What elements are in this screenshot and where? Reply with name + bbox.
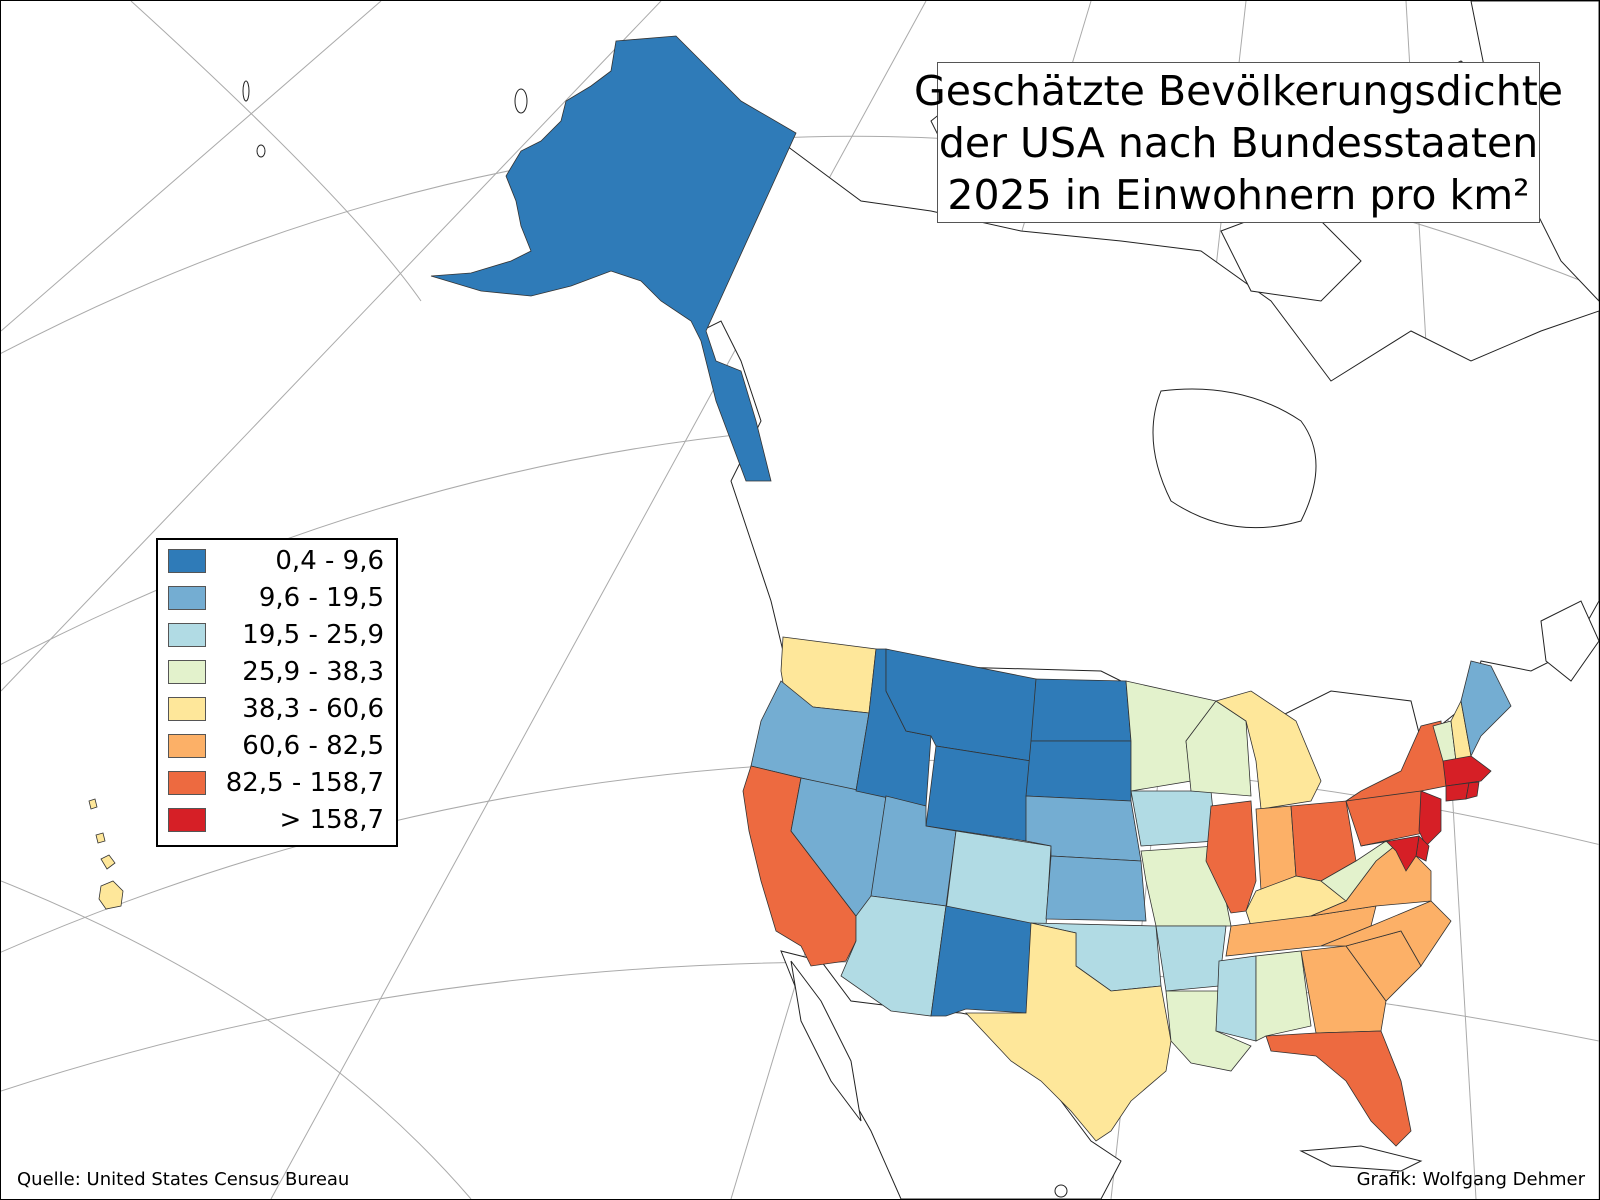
legend-label: 0,4 - 9,6 [275, 546, 384, 576]
state-kansas [1045, 855, 1147, 922]
state-new-jersey [1418, 790, 1442, 847]
legend-label: 9,6 - 19,5 [258, 583, 384, 613]
legend-row: 38,3 - 60,6 [158, 692, 396, 729]
state-alabama [1255, 950, 1312, 1042]
legend-label: 19,5 - 25,9 [242, 620, 384, 650]
credit-note: Grafik: Wolfgang Dehmer [1356, 1169, 1585, 1190]
state-texas [965, 922, 1172, 1142]
legend-swatch [168, 771, 206, 795]
state-maryland [1360, 835, 1420, 872]
legend-row: 19,5 - 25,9 [158, 618, 396, 655]
legend-swatch [168, 734, 206, 758]
legend: 0,4 - 9,6 9,6 - 19,5 19,5 - 25,9 25,9 - … [156, 538, 398, 847]
state-maine [1460, 660, 1512, 758]
map-title-box: Geschätzte Bevölkerungsdichte der USA na… [914, 62, 1563, 223]
legend-row: 60,6 - 82,5 [158, 729, 396, 766]
island-small-2 [242, 80, 250, 102]
legend-swatch [168, 660, 206, 684]
legend-row: 82,5 - 158,7 [158, 766, 396, 803]
map-title-line-2: der USA nach Bundesstaaten [938, 118, 1539, 167]
state-hawaii [88, 798, 124, 910]
state-wisconsin [1185, 700, 1252, 797]
cuba-outline [1299, 1145, 1423, 1172]
state-georgia [1300, 945, 1387, 1034]
state-rhode-island [1465, 781, 1480, 800]
island-small-1 [256, 144, 266, 158]
legend-label: 38,3 - 60,6 [242, 694, 384, 724]
state-new-york [1345, 720, 1447, 802]
legend-label: 25,9 - 38,3 [242, 657, 384, 687]
state-north-carolina [1320, 900, 1452, 967]
legend-swatch [168, 549, 206, 573]
legend-row: > 158,7 [158, 803, 396, 840]
state-alaska [430, 35, 797, 482]
state-north-dakota [1030, 678, 1132, 742]
state-connecticut [1445, 782, 1470, 802]
legend-swatch [168, 623, 206, 647]
state-mississippi [1215, 955, 1257, 1042]
legend-row: 25,9 - 38,3 [158, 655, 396, 692]
state-massachusetts [1442, 755, 1492, 787]
newfoundland-outline [1540, 600, 1599, 682]
us-states [88, 35, 1512, 1147]
state-michigan [1215, 690, 1322, 810]
state-wyoming [925, 745, 1032, 842]
state-florida [1265, 1030, 1412, 1147]
state-iowa [1130, 790, 1217, 847]
map-title-line-3: 2025 in Einwohnern pro km² [947, 170, 1530, 219]
source-note: Quelle: United States Census Bureau [17, 1169, 350, 1190]
legend-row: 0,4 - 9,6 [158, 544, 396, 581]
legend-swatch [168, 697, 206, 721]
map-title-line-1: Geschätzte Bevölkerungsdichte [914, 66, 1563, 115]
legend-row: 9,6 - 19,5 [158, 581, 396, 618]
island-small-3 [514, 88, 528, 114]
legend-swatch [168, 808, 206, 832]
hudson-bay-outline [1152, 388, 1317, 529]
state-south-dakota [1025, 740, 1132, 802]
legend-label: > 158,7 [279, 805, 384, 835]
legend-swatch [168, 586, 206, 610]
island-small-4 [1054, 1184, 1068, 1198]
state-arkansas [1155, 925, 1227, 992]
legend-label: 60,6 - 82,5 [242, 731, 384, 761]
legend-label: 82,5 - 158,7 [225, 768, 384, 798]
baja-outline [790, 960, 862, 1122]
